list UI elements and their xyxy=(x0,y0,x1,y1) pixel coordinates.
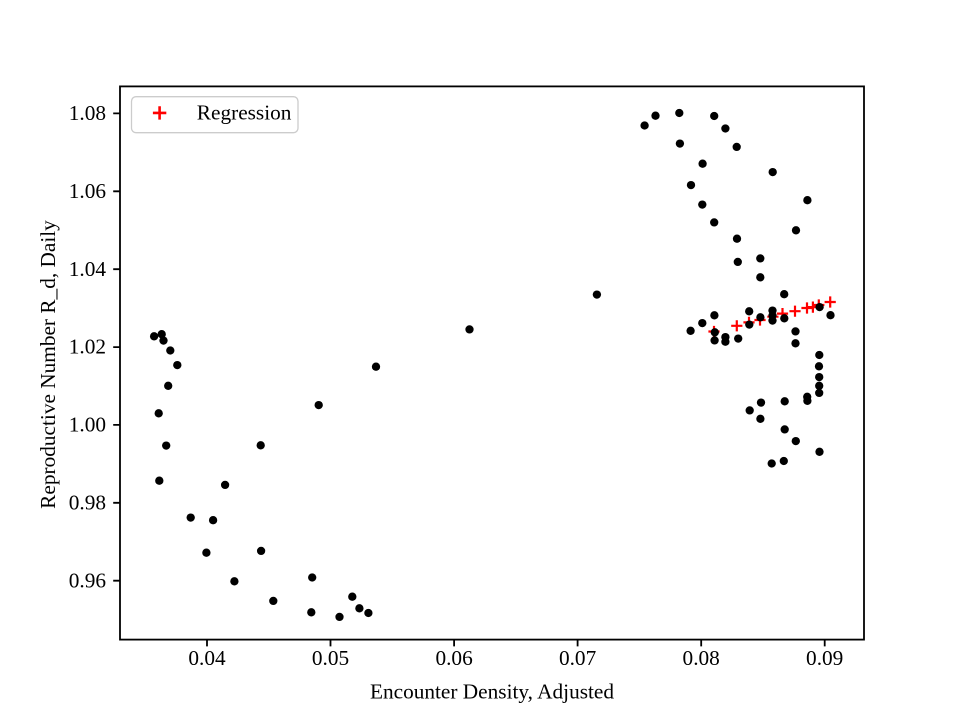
svg-text:1.04: 1.04 xyxy=(69,257,107,281)
svg-text:0.98: 0.98 xyxy=(69,490,106,514)
svg-text:Regression: Regression xyxy=(197,100,292,124)
svg-text:1.02: 1.02 xyxy=(69,335,106,359)
svg-text:1.08: 1.08 xyxy=(69,101,106,125)
svg-text:0.05: 0.05 xyxy=(312,646,349,670)
svg-text:1.00: 1.00 xyxy=(69,413,106,437)
svg-text:1.06: 1.06 xyxy=(69,179,107,203)
svg-text:0.06: 0.06 xyxy=(435,646,473,670)
svg-text:0.04: 0.04 xyxy=(188,646,226,670)
svg-text:0.09: 0.09 xyxy=(806,646,843,670)
svg-text:0.08: 0.08 xyxy=(683,646,720,670)
svg-text:Reproductive Number R_d, Daily: Reproductive Number R_d, Daily xyxy=(36,220,60,509)
svg-text:0.96: 0.96 xyxy=(69,568,107,592)
svg-text:Encounter Density, Adjusted: Encounter Density, Adjusted xyxy=(370,679,614,703)
svg-text:0.07: 0.07 xyxy=(559,646,597,670)
